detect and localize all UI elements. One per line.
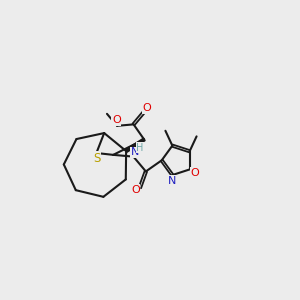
Text: N: N (131, 147, 139, 157)
Text: O: O (142, 103, 151, 113)
Text: O: O (190, 168, 200, 178)
Text: H: H (136, 143, 144, 153)
Text: S: S (93, 152, 101, 165)
Text: O: O (131, 185, 140, 195)
Text: N: N (168, 176, 176, 186)
Text: O: O (112, 116, 121, 125)
